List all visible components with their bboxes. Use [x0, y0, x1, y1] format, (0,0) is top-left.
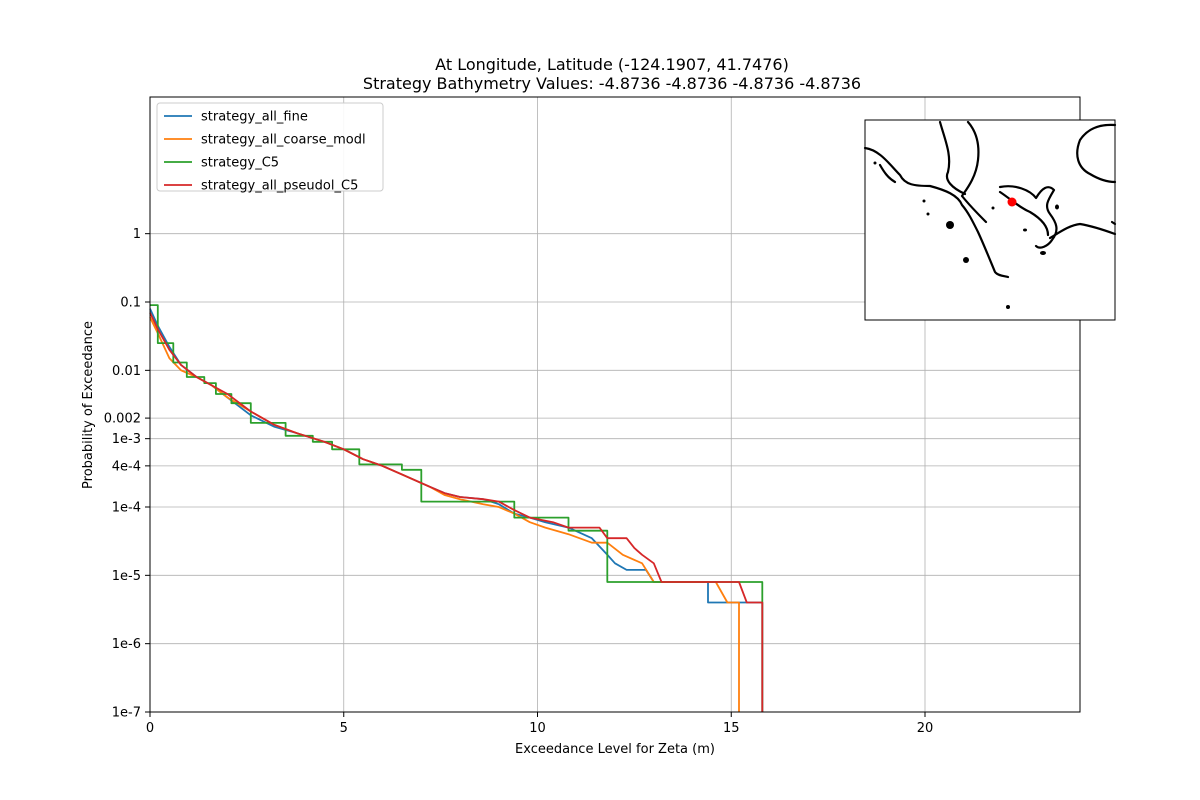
series-line-strategy_all_coarse_modl	[149, 316, 740, 712]
location-marker	[1007, 197, 1017, 207]
chart-title-line-1: At Longitude, Latitude (-124.1907, 41.74…	[435, 55, 789, 74]
island-7	[922, 199, 926, 203]
chart-title: At Longitude, Latitude (-124.1907, 41.74…	[363, 55, 861, 93]
inlet-path	[878, 163, 897, 184]
y-axis-ticks: 1 0.1 0.01 0.002 1e-3 4e-4 1e-4 1e-5 1e-6 1e-7	[104, 227, 150, 721]
chart-title-line-2: Strategy Bathymetry Values: -4.8736 -4.8…	[363, 74, 861, 93]
y-tick-label: 0.002	[104, 412, 141, 427]
x-tick-label: 20	[917, 721, 934, 736]
coastline-path	[863, 146, 1010, 279]
x-tick-label: 0	[146, 721, 154, 736]
y-tick-label: 0.1	[120, 296, 141, 311]
y-tick-label: 1e-7	[112, 706, 141, 721]
series-line-strategy_all_pseudol_C5	[149, 312, 764, 712]
x-tick-label: 10	[529, 721, 546, 736]
river-path	[938, 120, 967, 196]
island-2	[963, 257, 969, 263]
x-axis-ticks: 0 5 10 15 20	[146, 712, 933, 736]
island-1	[946, 221, 954, 229]
island-3	[1006, 305, 1010, 309]
y-tick-label: 1e-6	[112, 637, 141, 652]
inset-islands	[873, 161, 1059, 309]
x-tick-label: 15	[723, 721, 740, 736]
island-9	[873, 161, 877, 165]
series-group	[149, 304, 764, 712]
shore-stub-path	[1110, 220, 1117, 226]
island-5	[1055, 204, 1059, 210]
legend-box	[156, 102, 384, 192]
y-tick-label: 4e-4	[112, 459, 141, 474]
y-axis-label: Probability of Exceedance	[81, 321, 96, 489]
island-10	[991, 206, 995, 210]
island-6	[1040, 251, 1046, 255]
channel-path	[960, 120, 988, 224]
headland-path	[1076, 123, 1117, 184]
bay-path	[998, 185, 1058, 249]
y-tick-label: 1e-5	[112, 569, 141, 584]
legend-label: strategy_all_coarse_modl	[201, 133, 366, 148]
shoreline-path	[1048, 222, 1117, 240]
legend-label: strategy_all_fine	[201, 110, 308, 125]
plot-frame	[149, 96, 1081, 713]
y-tick-label: 1	[133, 227, 141, 242]
island-8	[926, 212, 930, 216]
x-axis-label: Exceedance Level for Zeta (m)	[515, 742, 715, 757]
inset-map	[863, 119, 1117, 321]
inset-map-frame	[864, 119, 1116, 321]
y-tick-label: 1e-4	[112, 501, 141, 516]
legend-label: strategy_C5	[201, 156, 279, 171]
legend-label: strategy_all_pseudol_C5	[201, 179, 358, 194]
legend: strategy_all_fine strategy_all_coarse_mod…	[156, 102, 384, 194]
island-4	[1023, 228, 1027, 232]
x-tick-label: 5	[340, 721, 348, 736]
y-tick-label: 0.01	[112, 364, 141, 379]
inset-coastline	[863, 120, 1117, 279]
y-tick-label: 1e-3	[112, 432, 141, 447]
